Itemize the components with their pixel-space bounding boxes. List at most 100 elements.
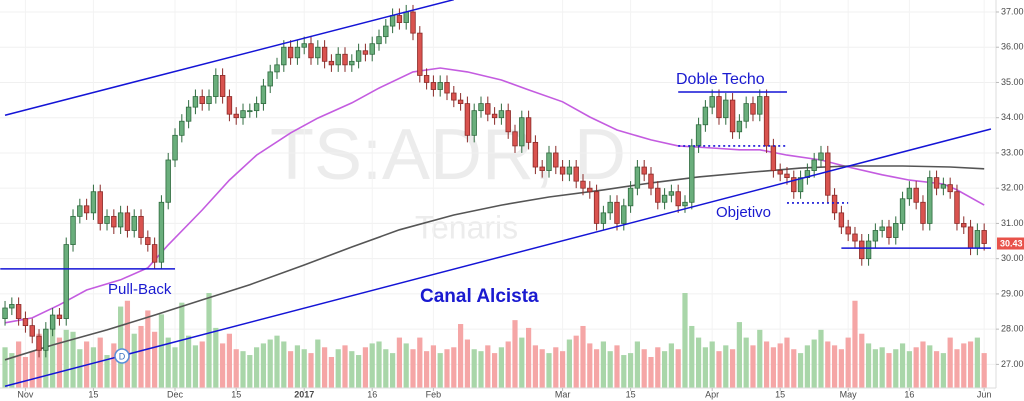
volume-bar — [797, 353, 804, 388]
volume-bar — [532, 345, 538, 388]
volume-bar — [43, 345, 49, 388]
volume-bar — [729, 349, 736, 388]
candle-body — [872, 230, 879, 242]
candle-body — [838, 212, 845, 228]
candle-body — [539, 166, 545, 171]
x-tick-label: Apr — [705, 389, 719, 399]
candle-body — [478, 103, 484, 112]
volume-bar — [573, 335, 579, 388]
candle-body — [614, 201, 620, 224]
x-tick-label: Mar — [555, 389, 571, 399]
volume-bar — [471, 349, 477, 388]
volume-bar — [362, 347, 369, 388]
candle-body — [117, 212, 124, 228]
volume-bar — [281, 341, 287, 388]
x-tick-label: 15 — [775, 389, 785, 399]
candle-body — [607, 201, 613, 214]
volume-bar — [512, 320, 518, 388]
volume-bar — [661, 351, 668, 388]
candle-body — [797, 177, 804, 193]
moving-average — [4, 165, 985, 361]
volume-bar — [50, 320, 56, 388]
volume-bar — [648, 356, 654, 388]
volume-bar — [539, 349, 545, 388]
candle-body — [328, 60, 335, 66]
volume-bar — [845, 337, 851, 388]
candle-body — [927, 177, 933, 224]
volume-bar — [791, 349, 797, 388]
volume-bar — [369, 343, 375, 388]
volume-bar — [974, 337, 980, 388]
candle-body — [981, 230, 987, 244]
candle-body — [689, 145, 695, 203]
volume-bar — [294, 345, 301, 388]
volume-bar — [852, 300, 858, 388]
candle-body — [131, 215, 137, 231]
candle-body — [886, 226, 892, 238]
volume-bar — [131, 333, 137, 388]
x-tick-label: Dec — [167, 389, 184, 399]
x-tick-label: 15 — [626, 389, 636, 399]
y-tick-label: 36.00 — [1001, 42, 1024, 52]
volume-bar — [410, 349, 416, 388]
candle-body — [627, 187, 634, 207]
volume-bar — [288, 351, 294, 388]
volume-bar — [580, 325, 586, 388]
candle-body — [9, 304, 15, 309]
volume-bar — [831, 345, 838, 388]
candle-body — [383, 25, 389, 38]
volume-bar — [593, 349, 600, 388]
y-tick-label: 28.00 — [1001, 324, 1024, 334]
volume-bar — [328, 356, 335, 388]
candle-body — [423, 75, 430, 83]
trendlines — [0, 0, 992, 387]
candle-body — [505, 110, 511, 133]
candle-body — [961, 223, 967, 228]
candle-body — [791, 177, 797, 193]
candle-body — [410, 11, 416, 34]
candle-body — [172, 134, 178, 161]
volume-bar — [233, 349, 239, 388]
volume-bar — [16, 341, 22, 388]
x-tick-label: 16 — [367, 389, 377, 399]
candle-body — [260, 85, 267, 105]
candle-body — [315, 46, 321, 59]
volume-bar — [668, 343, 674, 388]
candle-body — [281, 46, 287, 66]
candle-body — [219, 75, 226, 97]
volume-bar — [152, 331, 158, 388]
volume-bar — [376, 341, 382, 388]
volume-bar — [36, 333, 42, 388]
candle-body — [818, 152, 824, 161]
volume-bar — [492, 353, 498, 388]
candle-body — [308, 43, 314, 59]
candle-body — [587, 187, 593, 193]
candle-body — [233, 113, 239, 119]
volume-bar — [525, 327, 532, 388]
candle-body — [859, 240, 865, 260]
candle-body — [784, 173, 790, 179]
candle-body — [974, 230, 981, 249]
volume-bar — [689, 325, 695, 388]
candle-body — [97, 191, 103, 224]
candle-body — [566, 166, 573, 175]
candle-body — [559, 166, 566, 175]
y-tick-label: 27.00 — [1001, 359, 1024, 369]
candle-body — [430, 82, 437, 90]
candle-body — [349, 60, 355, 66]
candle-body — [199, 96, 205, 105]
volume-bar — [498, 347, 504, 388]
candle-body — [77, 205, 83, 217]
volume-bar — [961, 343, 967, 388]
candle-body — [940, 184, 947, 189]
candle-body — [124, 212, 131, 231]
volume-bar — [553, 347, 559, 388]
volume-bar — [757, 329, 763, 388]
watermark: TS:ADR, D Tenaris — [270, 115, 626, 245]
candle-body — [485, 103, 491, 115]
volume-bar — [90, 347, 97, 388]
volume-bar — [267, 339, 273, 388]
volume-bar — [777, 343, 783, 388]
candle-body — [933, 177, 940, 189]
